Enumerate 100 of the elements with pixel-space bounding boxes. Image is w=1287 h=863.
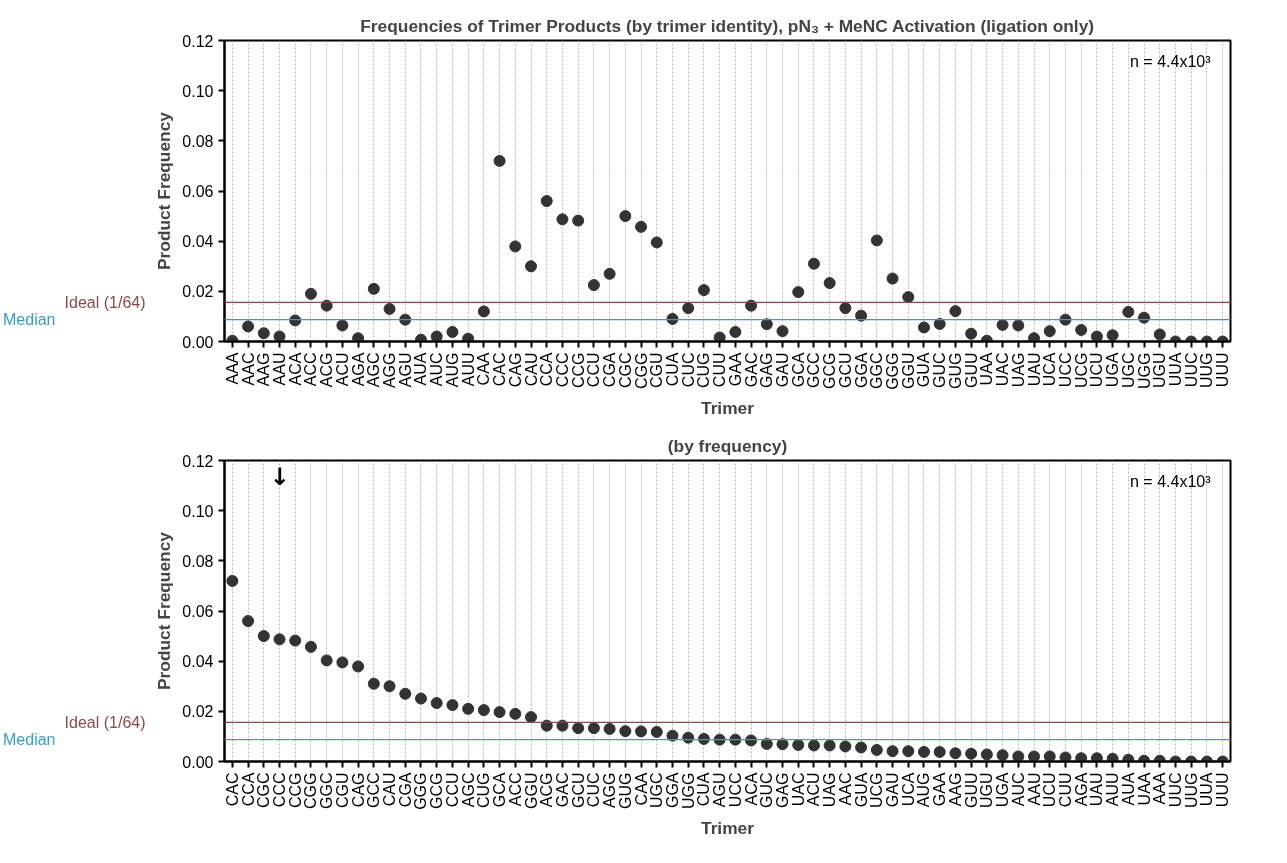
x-tick-label: GAA	[726, 352, 744, 387]
y-tick-label: 0.00	[182, 333, 214, 351]
x-tick-label: AGG	[381, 352, 399, 389]
x-tick-label: CCU	[585, 352, 603, 388]
x-tick-label: GUA	[852, 772, 870, 808]
y-tick-label: 0.12	[182, 32, 214, 50]
x-tick-label: UGG	[1135, 352, 1153, 389]
x-tick-label: UCU	[1041, 772, 1059, 808]
x-tick-label: GAG	[758, 352, 776, 389]
x-tick-label: CCG	[286, 772, 304, 809]
x-axis-title: Trimer	[701, 817, 755, 838]
x-tick-label: UCC	[1056, 352, 1074, 388]
x-tick-label: UUC	[1166, 772, 1184, 808]
x-tick-label: AAG	[946, 772, 964, 807]
x-tick-label: CUA	[663, 352, 681, 387]
x-tick-label: CUU	[711, 352, 729, 388]
x-tick-label: AUC	[1009, 772, 1027, 807]
y-tick-label: 0.04	[182, 233, 214, 251]
x-tick-label: CGG	[632, 352, 650, 389]
x-tick-label: CAU	[381, 772, 399, 807]
x-tick-label: GGA	[852, 352, 870, 389]
x-tick-label: CAC	[491, 352, 509, 387]
x-tick-label: UAG	[1009, 352, 1027, 388]
x-tick-label: UUG	[1182, 772, 1200, 809]
x-tick-label: CUU	[1056, 772, 1074, 808]
x-tick-label: GCG	[821, 352, 839, 389]
x-tick-label: CAU	[522, 352, 540, 387]
x-tick-label: GUC	[931, 352, 949, 389]
x-tick-label: UAU	[1025, 352, 1043, 387]
x-tick-label: AUG	[443, 352, 461, 388]
x-tick-label: GAA	[931, 772, 949, 807]
x-tick-label: UGA	[994, 772, 1012, 808]
y-tick-label: 0.06	[182, 183, 214, 200]
x-tick-label: AAC	[836, 772, 854, 806]
x-tick-label: GAC	[742, 352, 760, 388]
y-tick-label: 0.08	[182, 132, 214, 150]
x-tick-label: GUG	[616, 772, 634, 809]
x-tick-label: GAC	[553, 772, 571, 808]
x-tick-label: AAA	[1151, 772, 1169, 805]
x-tick-label: CUA	[695, 772, 713, 807]
x-tick-label: GGC	[868, 352, 886, 389]
ref-line-label: Ideal (1/64)	[64, 293, 146, 311]
x-tick-label: UAC	[994, 352, 1012, 387]
x-tick-label: UCU	[1088, 352, 1106, 388]
x-tick-label: AAU	[1025, 772, 1043, 806]
x-tick-label: AAC	[239, 352, 257, 386]
x-tick-label: UUU	[1214, 772, 1232, 808]
x-tick-label: GCU	[569, 772, 587, 809]
x-tick-label: CCG	[569, 352, 587, 389]
x-tick-label: UAC	[789, 772, 807, 807]
x-tick-label: ACU	[333, 352, 351, 387]
ref-line-label: Ideal (1/64)	[64, 713, 146, 731]
x-tick-label: GUC	[758, 772, 776, 809]
chart-title: Frequencies of Trimer Products (by trimer identity), pN₃ + MeNC Activation (ligation only)	[360, 15, 1095, 36]
x-tick-label: AGC	[459, 772, 477, 808]
ref-line-label: Median	[3, 311, 56, 329]
x-tick-label: ACG	[538, 772, 556, 808]
x-tick-label: GAU	[884, 772, 902, 808]
x-tick-label: CAG	[506, 352, 524, 388]
x-tick-label: CAA	[632, 772, 650, 806]
annotation: n = 4.4x10³	[1130, 472, 1212, 490]
x-tick-label: UAA	[978, 352, 996, 386]
y-tick-label: 0.02	[182, 283, 214, 301]
y-tick-label: 0.00	[182, 753, 214, 771]
y-tick-label: 0.12	[182, 452, 214, 470]
x-tick-label: UCA	[899, 772, 917, 807]
x-tick-label: GCC	[805, 352, 823, 389]
x-tick-label: GUU	[962, 352, 980, 389]
x-tick-label: CCA	[538, 352, 556, 387]
x-tick-label: ACC	[506, 772, 524, 807]
x-tick-label: CAC	[223, 772, 241, 807]
x-tick-label: GAU	[774, 352, 792, 388]
x-tick-label: GAG	[774, 772, 792, 809]
x-tick-label: AUG	[915, 772, 933, 808]
x-tick-label: AAG	[255, 352, 273, 387]
x-tick-label: UUU	[1214, 352, 1232, 388]
x-tick-label: AGA	[349, 352, 367, 387]
x-tick-label: GGU	[522, 772, 540, 809]
y-axis-title: Product Frequency	[154, 531, 175, 690]
x-tick-label: AUU	[459, 352, 477, 387]
x-tick-label: AUC	[428, 352, 446, 387]
x-tick-label: AUA	[412, 352, 430, 386]
x-tick-label: GGG	[412, 772, 430, 810]
x-tick-label: UGC	[648, 772, 666, 809]
x-tick-label: CCU	[443, 772, 461, 808]
x-tick-label: UCG	[1072, 352, 1090, 389]
annotation: ↓	[269, 462, 290, 491]
x-tick-label: CGU	[648, 352, 666, 389]
x-tick-label: UGG	[679, 772, 697, 809]
x-tick-label: CGC	[616, 352, 634, 389]
x-tick-label: ACA	[286, 352, 304, 386]
x-tick-label: GUA	[915, 352, 933, 388]
x-tick-label: AUU	[1104, 772, 1122, 807]
x-tick-label: UGU	[1151, 352, 1169, 389]
x-tick-label: AGU	[711, 772, 729, 808]
x-tick-label: UCC	[726, 772, 744, 808]
x-tick-label: GCA	[789, 352, 807, 388]
x-tick-label: UAG	[821, 772, 839, 808]
x-tick-label: AGC	[365, 352, 383, 388]
y-tick-label: 0.08	[182, 552, 214, 570]
